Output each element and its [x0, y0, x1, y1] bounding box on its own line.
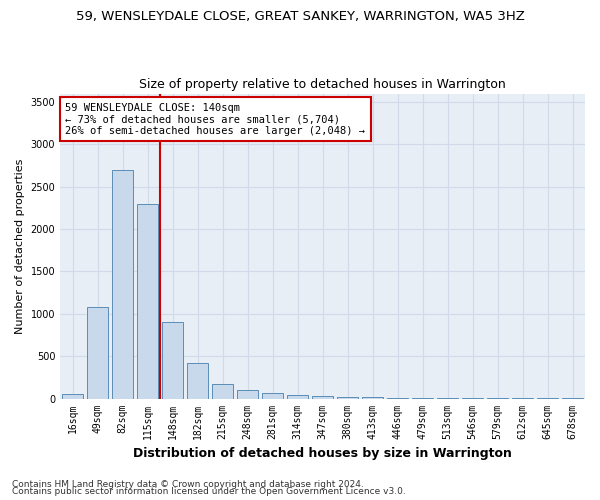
- Text: 59 WENSLEYDALE CLOSE: 140sqm
← 73% of detached houses are smaller (5,704)
26% of: 59 WENSLEYDALE CLOSE: 140sqm ← 73% of de…: [65, 102, 365, 136]
- Text: Contains public sector information licensed under the Open Government Licence v3: Contains public sector information licen…: [12, 487, 406, 496]
- Text: 59, WENSLEYDALE CLOSE, GREAT SANKEY, WARRINGTON, WA5 3HZ: 59, WENSLEYDALE CLOSE, GREAT SANKEY, WAR…: [76, 10, 524, 23]
- Bar: [187, 363, 208, 398]
- Title: Size of property relative to detached houses in Warrington: Size of property relative to detached ho…: [139, 78, 506, 91]
- Bar: [237, 390, 258, 398]
- X-axis label: Distribution of detached houses by size in Warrington: Distribution of detached houses by size …: [133, 447, 512, 460]
- Bar: [112, 170, 133, 398]
- Bar: [212, 384, 233, 398]
- Text: Contains HM Land Registry data © Crown copyright and database right 2024.: Contains HM Land Registry data © Crown c…: [12, 480, 364, 489]
- Bar: [137, 204, 158, 398]
- Bar: [312, 396, 333, 398]
- Bar: [337, 397, 358, 398]
- Bar: [287, 395, 308, 398]
- Bar: [262, 394, 283, 398]
- Bar: [62, 394, 83, 398]
- Bar: [162, 322, 183, 398]
- Bar: [87, 307, 108, 398]
- Y-axis label: Number of detached properties: Number of detached properties: [15, 158, 25, 334]
